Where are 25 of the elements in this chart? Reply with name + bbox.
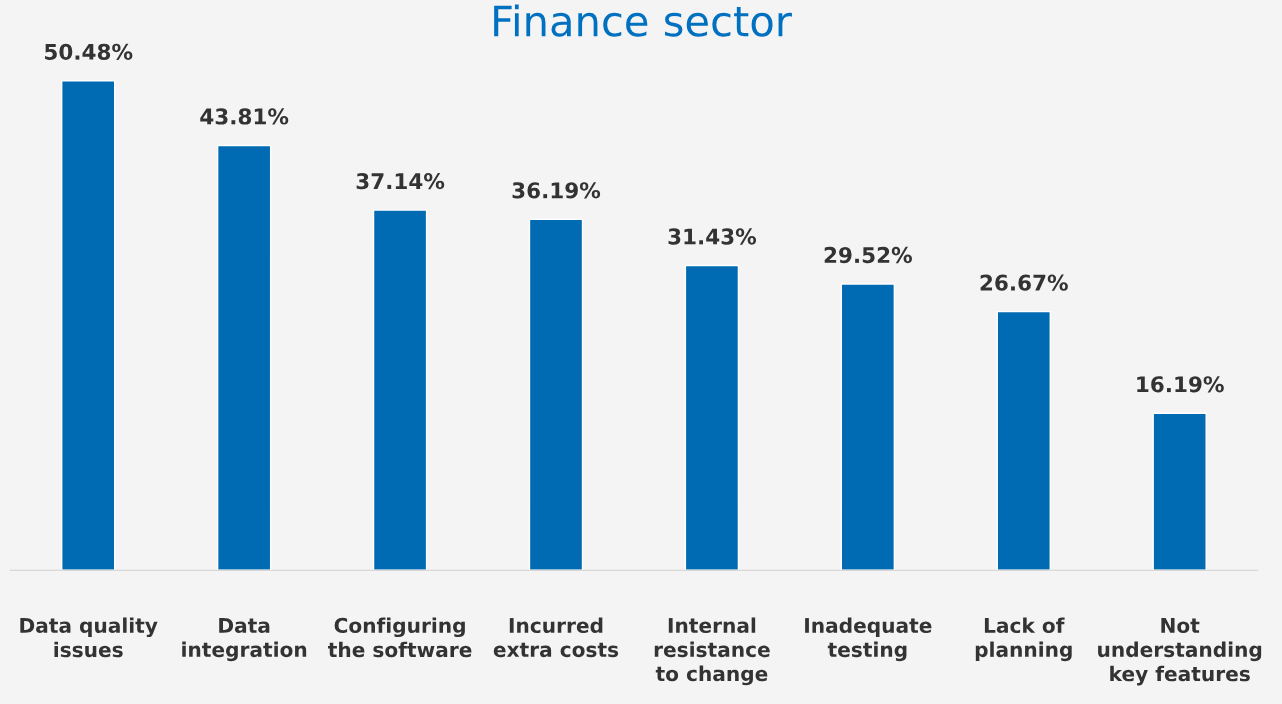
x-tick-label: Data quality issues — [20, 617, 158, 658]
bar — [996, 310, 1051, 571]
data-label: 50.48% — [45, 43, 133, 60]
x-tick-label: Lack of planning — [975, 617, 1072, 662]
bar — [216, 144, 272, 571]
data-label: 29.52% — [824, 246, 912, 264]
data-label: 36.19% — [512, 182, 601, 199]
data-label: 16.19% — [1137, 376, 1224, 393]
data-label: 37.14% — [356, 172, 445, 190]
x-tick-label: Incurred extra costs — [493, 617, 619, 658]
data-label: 31.43% — [668, 228, 757, 245]
chart-title: Finance sector — [494, 4, 792, 37]
bar — [684, 264, 740, 571]
bar — [61, 80, 116, 571]
data-label: 43.81% — [200, 108, 289, 125]
x-tick-label: Inadequate testing — [805, 617, 932, 662]
bar — [372, 209, 428, 571]
x-tick-label: Internal resistance to change — [654, 617, 770, 686]
data-label: 26.67% — [980, 274, 1068, 291]
bar — [528, 218, 584, 571]
x-tick-label: Configuring the software — [328, 617, 472, 658]
bar — [840, 283, 896, 571]
bar — [1152, 412, 1207, 571]
x-tick-label: Not understanding key features — [1098, 618, 1262, 686]
x-tick-label: Data integration — [182, 618, 307, 662]
